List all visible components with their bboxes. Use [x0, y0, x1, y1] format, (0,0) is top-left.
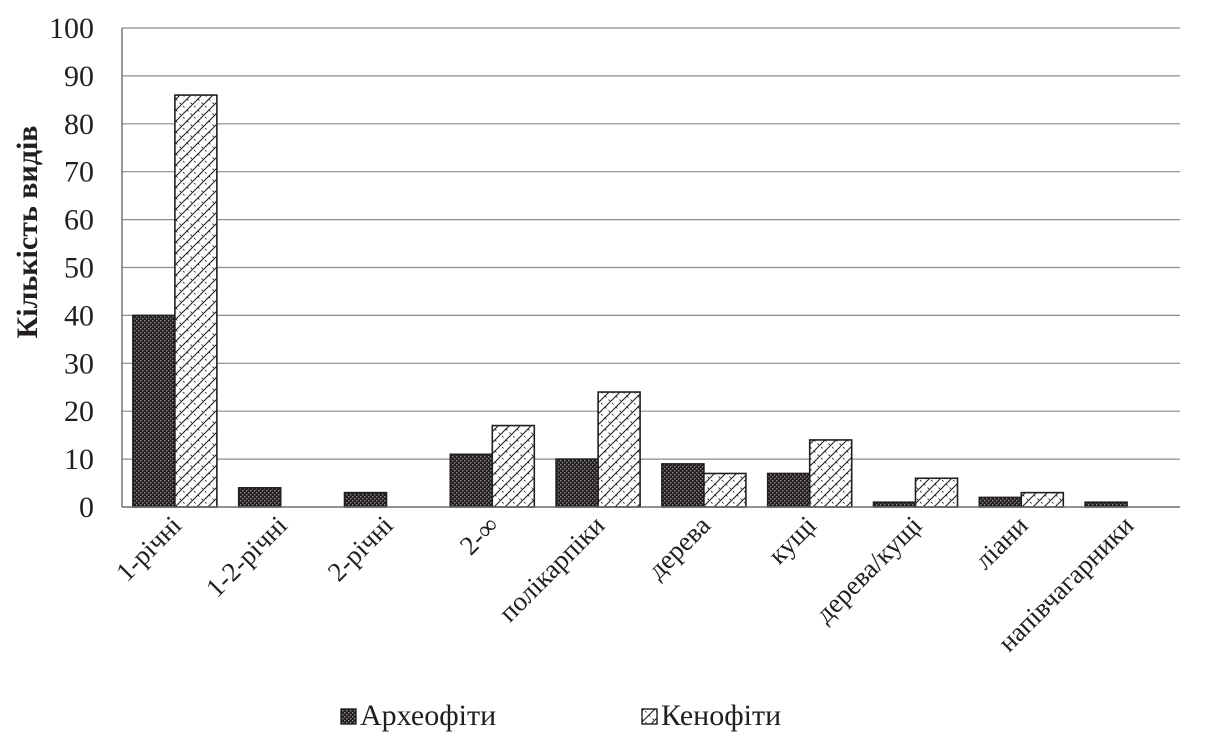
x-tick-label: 1-річні [110, 510, 187, 587]
y-tick-label: 40 [64, 299, 94, 332]
y-tick-label: 30 [64, 347, 94, 380]
bar-kenophytes [703, 472, 747, 508]
y-tick-label: 90 [64, 60, 94, 93]
bar-kenophytes [174, 94, 218, 508]
bar-kenophytes [914, 477, 959, 508]
gridlines [122, 27, 1180, 460]
bar-archaeophytes [343, 491, 388, 508]
legend-label: Кенофіти [661, 699, 781, 732]
bar-archaeophytes [872, 501, 917, 508]
y-tick-label: 50 [64, 252, 94, 285]
bar-kenophytes [597, 391, 641, 508]
y-tick-label: 80 [64, 108, 94, 141]
y-axis-label: Кількість видів [11, 125, 44, 338]
legend-swatch [340, 708, 357, 725]
bar-archaeophytes [132, 314, 176, 508]
x-tick-label: кущі [762, 510, 822, 570]
y-tick-label: 70 [64, 156, 94, 189]
x-tick-label: ліани [969, 510, 1034, 575]
bar-archaeophytes [555, 458, 599, 508]
bars [132, 94, 1128, 508]
bar-archaeophytes [661, 463, 705, 508]
legend: Археофіти Кенофіти [340, 699, 781, 732]
axes: 0 10 20 30 40 50 60 70 80 90 100 1-річні 1-2-річні 2-… [49, 12, 1180, 657]
y-tick-label: 100 [49, 12, 94, 45]
bar-kenophytes [491, 424, 536, 508]
y-tick-label: 0 [79, 491, 94, 524]
x-tick-label: полікарпіки [493, 510, 611, 628]
y-tick-label: 10 [64, 443, 94, 476]
x-tick-label: 2-річні [322, 510, 399, 587]
x-tick-label: дерева [641, 510, 716, 585]
bar-kenophytes [808, 439, 853, 508]
bar-archaeophytes [237, 487, 282, 508]
x-tick-label: 1-2-річні [200, 510, 293, 603]
legend-label: Археофіти [360, 699, 496, 732]
bar-archaeophytes [766, 472, 811, 508]
bar-archaeophytes [449, 453, 494, 508]
legend-swatch [641, 708, 658, 725]
bar-kenophytes [1020, 491, 1065, 508]
bar-archaeophytes [978, 496, 1023, 508]
x-tick-label: 2-∞ [454, 510, 505, 561]
y-tick-label: 20 [64, 395, 94, 428]
bar-archaeophytes [1084, 501, 1128, 508]
y-tick-label: 60 [64, 204, 94, 237]
x-tick-label: дерева/кущі [809, 510, 928, 629]
